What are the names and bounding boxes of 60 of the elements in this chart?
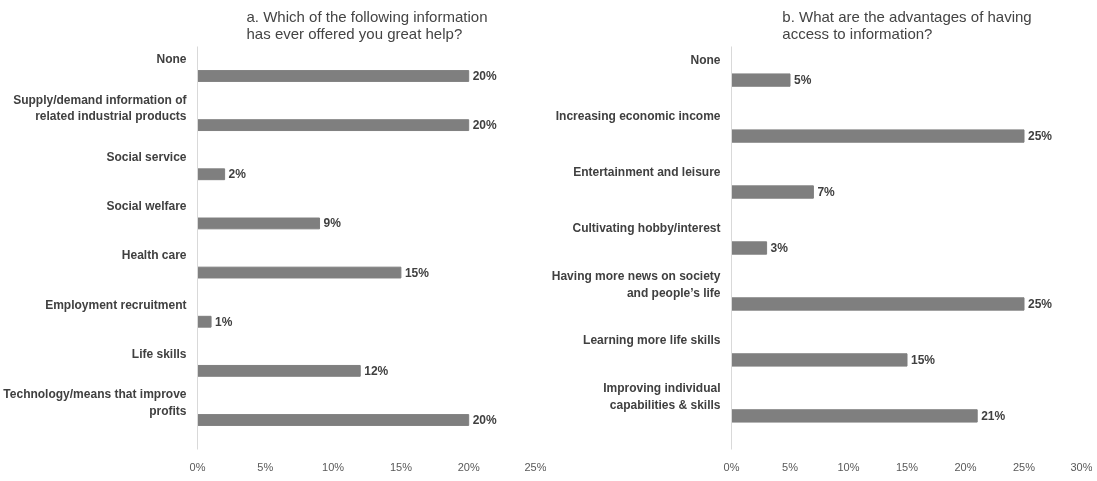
data-label: 1%	[215, 314, 233, 329]
data-label: 9%	[323, 216, 342, 231]
y-tick-label: Learning more life skills	[583, 333, 721, 348]
bar	[197, 364, 361, 377]
y-tick-label: None	[690, 53, 721, 68]
x-tick-label: 15%	[895, 460, 919, 473]
chart-title: a. Which of the following information has ever offered you great help?	[246, 7, 488, 42]
data-label: 20%	[472, 413, 498, 428]
data-label: 20%	[472, 68, 498, 83]
bar	[197, 266, 402, 279]
bar	[197, 217, 321, 230]
x-tick-label: 0%	[189, 460, 206, 473]
bar	[731, 129, 1025, 143]
y-tick-label: Social welfare	[106, 199, 187, 214]
bar	[197, 168, 226, 181]
y-tick-label: Having more news on society and people’s life	[551, 268, 721, 300]
x-tick-label: 20%	[457, 460, 480, 473]
bar	[731, 353, 908, 367]
x-tick-label: 0%	[723, 460, 740, 473]
bar	[731, 185, 814, 199]
y-tick-label: Cultivating hobby/interest	[572, 221, 721, 236]
x-tick-label: 10%	[322, 460, 345, 473]
data-label: 2%	[228, 167, 247, 182]
x-tick-label: 15%	[389, 460, 413, 473]
y-tick-label: Employment recruitment	[45, 297, 187, 312]
y-tick-label: Supply/demand information of related industrial products	[13, 92, 188, 124]
bar	[731, 409, 978, 423]
y-tick-label: Health care	[121, 248, 187, 263]
y-tick-label: None	[156, 51, 187, 66]
x-tick-label: 25%	[1012, 460, 1036, 473]
data-label: 25%	[1028, 129, 1053, 144]
x-tick-label: 10%	[837, 460, 860, 473]
x-tick-label: 30%	[1070, 460, 1093, 473]
x-tick-label: 5%	[257, 460, 274, 473]
data-label: 5%	[794, 73, 812, 88]
bar	[731, 73, 791, 87]
y-tick-label: Life skills	[131, 346, 187, 361]
y-tick-label: Social service	[106, 150, 187, 165]
y-tick-label: Entertainment and leisure	[573, 165, 721, 180]
data-label: 15%	[911, 352, 936, 367]
bar	[197, 414, 470, 426]
x-tick-label: 5%	[782, 460, 799, 473]
y-tick-label: Improving individual capabilities & skills	[603, 380, 721, 412]
bar	[731, 241, 768, 255]
data-label: 12%	[364, 363, 389, 378]
x-tick-label: 20%	[954, 460, 977, 473]
bar	[731, 297, 1025, 311]
data-label: 15%	[404, 265, 430, 280]
data-label: 21%	[981, 408, 1006, 423]
chart-title: b. What are the advantages of having access to information?	[782, 7, 1032, 42]
data-label: 25%	[1028, 296, 1053, 311]
bar	[197, 315, 212, 328]
data-label: 3%	[770, 241, 789, 255]
y-tick-label: Technology/means that improve profits	[3, 387, 187, 419]
bar	[197, 119, 470, 132]
bar	[197, 70, 470, 82]
y-tick-label: Increasing economic income	[555, 109, 721, 124]
data-label: 7%	[817, 185, 836, 200]
data-label: 20%	[472, 118, 498, 133]
x-tick-label: 25%	[524, 460, 547, 473]
